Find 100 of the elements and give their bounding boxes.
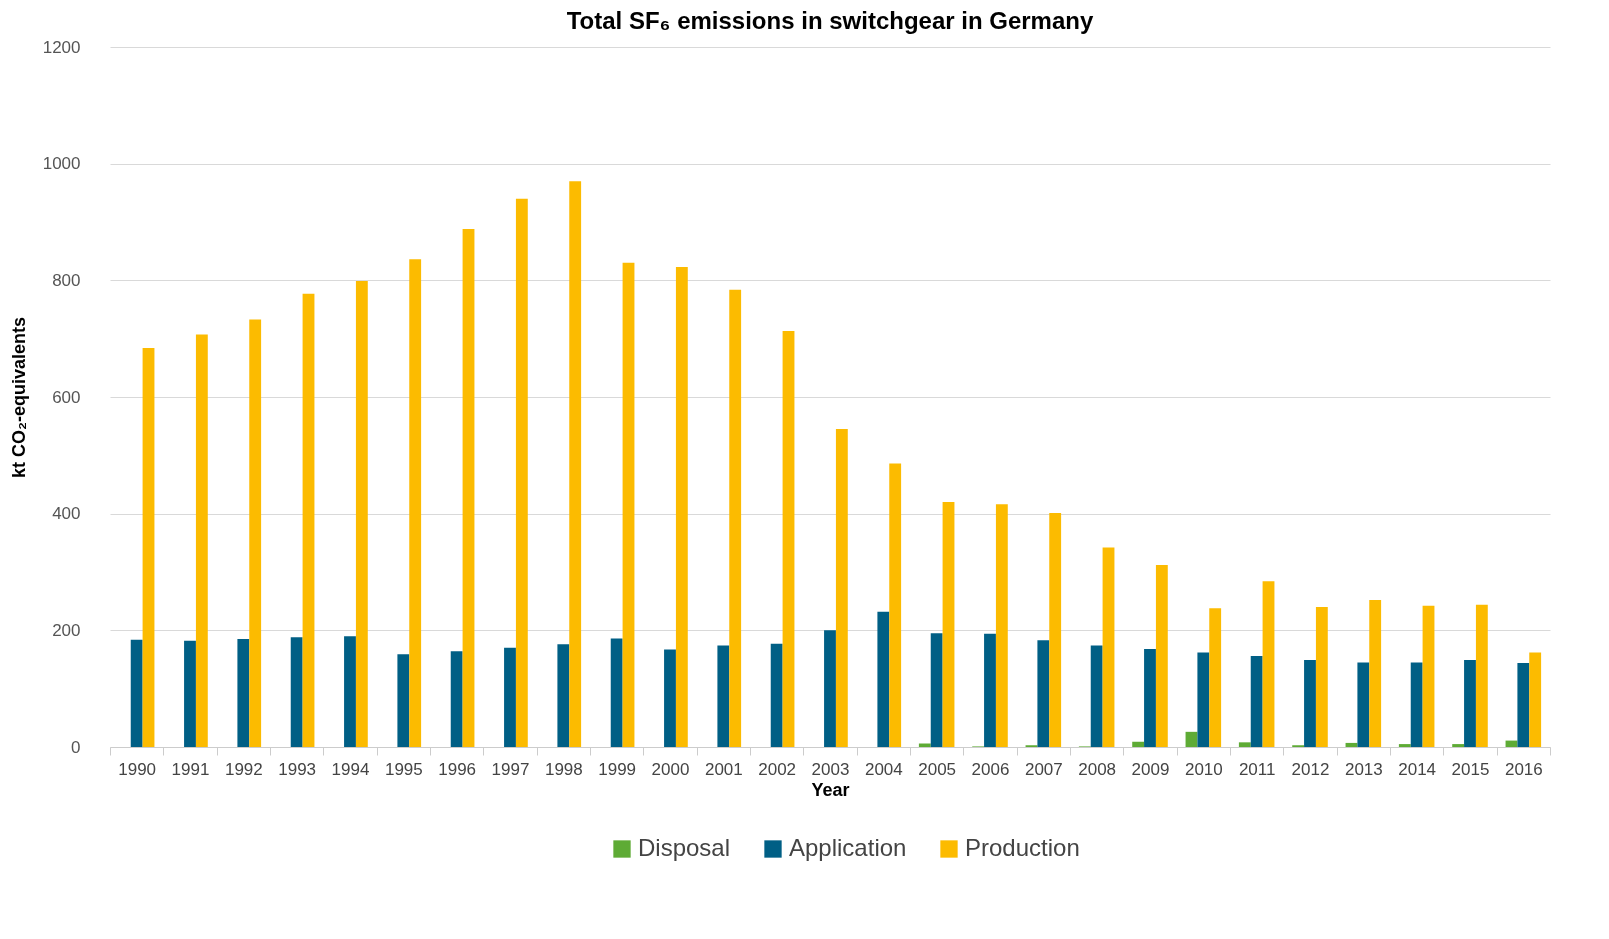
bar: [1475, 604, 1488, 747]
bar: [717, 645, 730, 747]
x-tick-label: 1991: [171, 759, 210, 779]
x-tick-label: 1995: [384, 759, 423, 779]
x-tick-label: 2000: [651, 759, 690, 779]
bar: [729, 289, 742, 747]
bar: [824, 630, 836, 747]
bar: [610, 638, 623, 747]
bar: [1529, 652, 1542, 747]
bar: [1398, 744, 1411, 747]
x-tick-label: 2016: [1504, 759, 1543, 779]
x-tick-label: 1998: [544, 759, 583, 779]
x-tick-label: 2014: [1398, 759, 1437, 779]
bar: [504, 647, 516, 747]
bar: [557, 644, 570, 747]
bar: [1238, 742, 1251, 747]
y-tick-label: 200: [52, 620, 81, 640]
bar: [1262, 581, 1275, 747]
x-tick-label: 1997: [491, 759, 530, 779]
y-tick-label: 600: [52, 387, 81, 407]
bar: [1250, 656, 1263, 747]
bar: [1357, 662, 1370, 747]
bar: [569, 181, 582, 747]
chart-title: Total SF₆ emissions in switchgear in Germany: [566, 7, 1094, 34]
bar: [249, 319, 262, 747]
bar: [1345, 742, 1358, 747]
bar: [1102, 547, 1115, 747]
x-axis-title: Year: [811, 779, 850, 800]
x-tick-label: 2002: [758, 759, 797, 779]
bar: [942, 502, 955, 747]
x-tick-label: 2010: [1184, 759, 1223, 779]
x-tick-label: 2011: [1238, 759, 1276, 779]
bar: [184, 640, 196, 747]
bar: [1037, 640, 1050, 747]
x-tick-label: 1993: [278, 759, 317, 779]
x-tick-label: 2006: [971, 759, 1010, 779]
y-tick-label: 1200: [42, 37, 81, 57]
bar: [397, 654, 410, 747]
bar: [237, 639, 250, 747]
bar: [142, 348, 155, 747]
bar: [1090, 645, 1103, 747]
bar: [770, 643, 783, 747]
x-tick-label: 2007: [1024, 759, 1063, 779]
bar: [130, 639, 143, 747]
x-tick-label: 2001: [704, 759, 743, 779]
y-axis-title: kt CO₂-equivalents: [8, 316, 29, 479]
bar: [195, 334, 208, 747]
bar: [344, 636, 356, 747]
x-tick-label: 2008: [1078, 759, 1117, 779]
legend-label: Disposal: [638, 834, 731, 861]
bar: [1185, 731, 1198, 747]
bar: [1155, 565, 1168, 747]
bar: [1464, 660, 1476, 747]
legend-label: Production: [965, 834, 1080, 861]
bar: [664, 649, 676, 747]
bar: [889, 463, 902, 747]
bar: [1049, 513, 1062, 747]
x-tick-label: 2005: [918, 759, 957, 779]
bar: [290, 637, 303, 747]
x-tick-label: 2015: [1451, 759, 1490, 779]
bar: [1517, 663, 1530, 747]
bar: [877, 611, 890, 747]
bar: [462, 229, 475, 747]
legend-label: Application: [789, 834, 907, 861]
y-tick-label: 800: [52, 270, 81, 290]
y-tick-label: 1000: [42, 154, 81, 174]
bar: [515, 198, 528, 747]
bar: [450, 651, 463, 747]
bar: [835, 429, 848, 747]
y-tick-label: 0: [71, 737, 81, 757]
x-tick-label: 2003: [811, 759, 850, 779]
bar: [409, 259, 422, 747]
x-tick-label: 1990: [118, 759, 157, 779]
bar: [984, 633, 996, 747]
x-tick-label: 2012: [1291, 759, 1330, 779]
bar: [995, 504, 1008, 747]
bar: [675, 266, 688, 747]
bar: [782, 331, 795, 747]
bar: [1452, 744, 1465, 747]
bar: [1197, 652, 1210, 747]
bar: [1132, 741, 1145, 747]
bar: [1144, 649, 1156, 747]
bar: [1304, 660, 1316, 747]
bar: [1369, 600, 1382, 747]
bar: [1315, 607, 1328, 747]
bar: [1209, 608, 1222, 747]
x-tick-label: 1992: [224, 759, 263, 779]
x-tick-label: 2013: [1344, 759, 1383, 779]
bar: [302, 293, 315, 747]
x-tick-label: 1996: [438, 759, 477, 779]
x-tick-label: 2004: [864, 759, 903, 779]
bar: [622, 262, 635, 747]
bar: [1422, 605, 1435, 747]
bar: [1410, 662, 1423, 747]
x-tick-label: 1999: [598, 759, 637, 779]
x-tick-label: 2009: [1131, 759, 1170, 779]
bar: [930, 633, 943, 747]
x-tick-label: 1994: [331, 759, 370, 779]
bar: [355, 280, 368, 747]
y-tick-label: 400: [52, 504, 81, 524]
